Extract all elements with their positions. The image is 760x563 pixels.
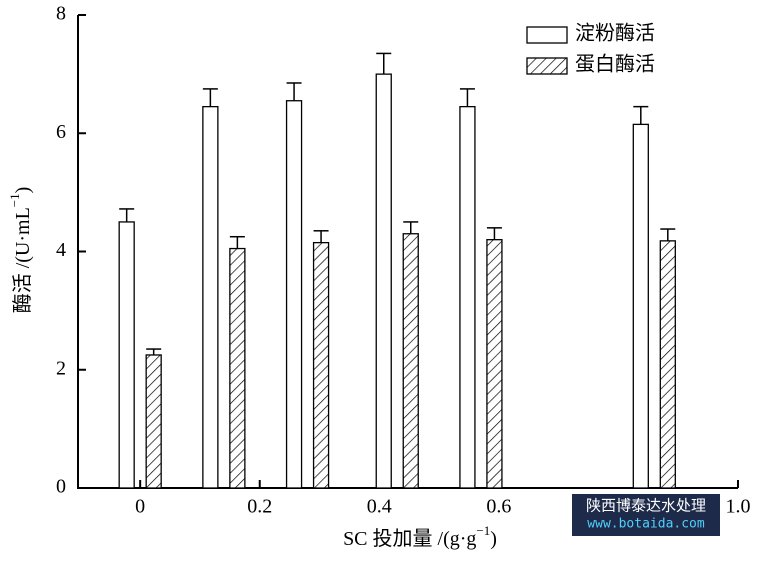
error-bar [376, 52, 392, 75]
bar [459, 105, 476, 489]
error-bar [459, 88, 475, 107]
x-tick-label: 0.4 [367, 496, 392, 518]
x-label-sup: −1 [476, 523, 490, 538]
legend-label: 蛋白酶活 [575, 53, 655, 76]
legend-label: 淀粉酶活 [575, 22, 655, 45]
watermark-box [572, 494, 720, 536]
x-tick-label: 0.6 [486, 496, 511, 518]
y-tick-label: 6 [56, 121, 66, 143]
error-bar [202, 88, 218, 107]
x-label-end: ) [490, 528, 497, 550]
bar [285, 100, 303, 489]
error-bar [119, 208, 135, 222]
error-bar [229, 235, 245, 249]
y-label-end: ) [12, 187, 34, 194]
x-label-main: SC 投加量 /(g·g [343, 527, 476, 550]
bar [659, 240, 676, 489]
bar [145, 354, 162, 489]
legend-swatch [526, 57, 568, 75]
y-label-main: 酶活 /(U·mL [11, 207, 34, 313]
error-bar [286, 82, 302, 101]
y-axis-label: 酶活 /(U·mL−1) [7, 187, 34, 314]
x-axis-label: SC 投加量 /(g·g−1) [343, 523, 497, 550]
bar [229, 247, 246, 489]
x-tick-label: 0 [135, 496, 145, 518]
watermark-line2: www.botaida.com [587, 517, 705, 532]
bar [375, 73, 392, 489]
bar [312, 241, 330, 489]
bar [486, 239, 503, 489]
y-tick-label: 0 [56, 476, 66, 498]
error-bar [660, 228, 676, 241]
y-tick-label: 8 [56, 3, 66, 25]
error-bar [146, 348, 162, 355]
bar [202, 105, 219, 489]
bar [632, 123, 649, 489]
y-tick-label: 2 [56, 357, 66, 379]
error-bar [633, 105, 649, 125]
error-bar [486, 227, 502, 240]
x-tick-label: 1.0 [726, 496, 751, 518]
legend-swatch [526, 26, 568, 44]
y-tick-label: 4 [56, 239, 66, 261]
error-bar [403, 221, 419, 234]
error-bar [313, 230, 329, 243]
watermark-line1: 陕西博泰达水处理 [586, 497, 706, 515]
bar [402, 233, 419, 489]
y-label-sup: −1 [7, 193, 22, 207]
bar [118, 221, 135, 489]
x-tick-label: 0.2 [247, 496, 272, 518]
